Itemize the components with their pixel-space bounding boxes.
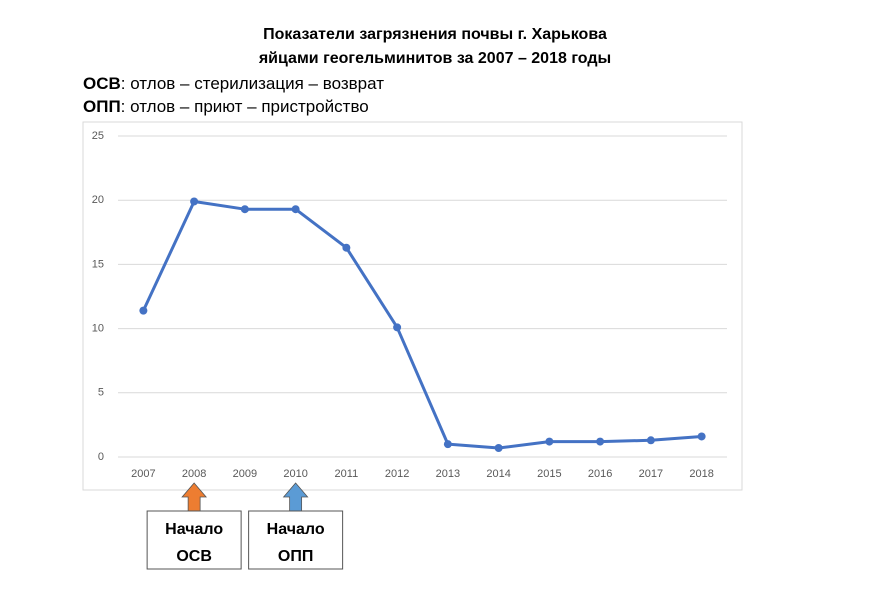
note: ОСВ: отлов – стерилизация – возврат — [83, 74, 384, 93]
y-tick-label: 0 — [98, 451, 104, 463]
marker — [646, 436, 655, 445]
annotation-text: Начало — [165, 521, 223, 538]
marker — [596, 437, 605, 446]
x-tick-label: 2016 — [588, 468, 612, 480]
x-tick-label: 2010 — [283, 468, 307, 480]
y-tick-label: 10 — [92, 323, 104, 335]
x-tick-label: 2018 — [689, 468, 713, 480]
marker — [240, 205, 249, 214]
x-tick-label: 2015 — [537, 468, 561, 480]
x-tick-label: 2012 — [385, 468, 409, 480]
y-tick-label: 25 — [92, 130, 104, 142]
note: ОПП: отлов – приют – пристройство — [83, 97, 369, 116]
y-tick-label: 20 — [92, 194, 104, 206]
marker — [139, 306, 148, 315]
x-tick-label: 2009 — [233, 468, 257, 480]
x-tick-label: 2011 — [335, 468, 359, 480]
annotation-text: ОПП — [278, 548, 313, 565]
marker — [443, 440, 452, 449]
chart-frame — [82, 121, 743, 491]
annotation-text: Начало — [267, 521, 325, 538]
x-tick-label: 2008 — [182, 468, 206, 480]
marker — [697, 432, 706, 441]
line — [142, 199, 702, 450]
annotation-text: ОСВ — [176, 548, 212, 565]
note-abbr: ОПП — [83, 97, 121, 116]
marker — [342, 243, 351, 252]
note-text: : отлов – стерилизация – возврат — [121, 74, 384, 93]
y-tick-label: 5 — [98, 387, 104, 399]
marker — [545, 437, 554, 446]
chart-title: Показатели загрязнения почвы г. Харькова — [263, 26, 607, 43]
chart-title: яйцами геогельминитов за 2007 – 2018 год… — [258, 50, 611, 67]
marker — [494, 444, 503, 453]
marker — [291, 205, 300, 214]
x-tick-label: 2013 — [436, 468, 460, 480]
annotation-box — [146, 510, 242, 570]
x-tick-label: 2017 — [639, 468, 663, 480]
note-abbr: ОСВ — [83, 74, 121, 93]
x-tick-label: 2007 — [131, 468, 155, 480]
marker — [393, 323, 402, 332]
x-tick-label: 2014 — [486, 468, 510, 480]
annotation-box — [248, 510, 344, 570]
marker — [190, 197, 199, 206]
y-tick-label: 15 — [92, 258, 104, 270]
note-text: : отлов – приют – пристройство — [121, 97, 369, 116]
